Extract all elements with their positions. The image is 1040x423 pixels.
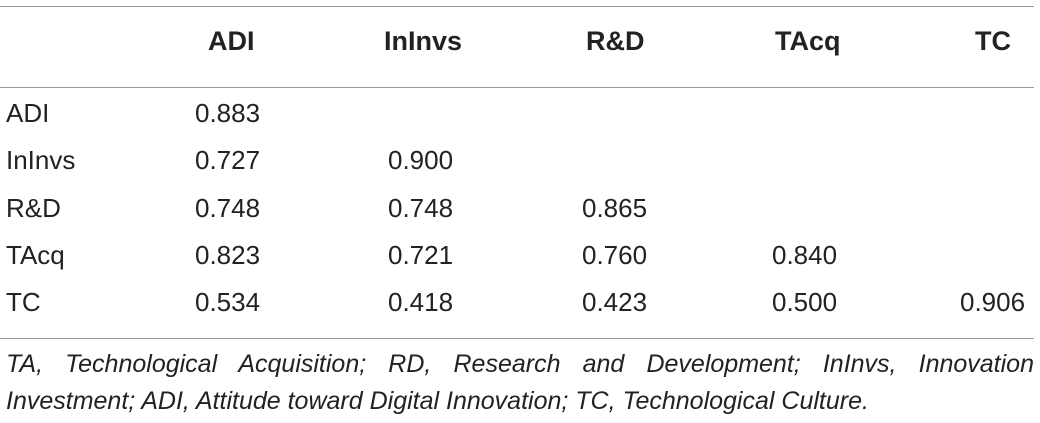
table-cell: 0.423 — [582, 287, 648, 317]
column-header-ininvs: InInvs — [384, 26, 463, 56]
table-top-rule — [0, 6, 1034, 7]
row-label-tacq: TAcq — [6, 240, 65, 270]
table-cell: 0.823 — [195, 240, 261, 270]
table-cell: 0.840 — [772, 240, 838, 270]
table-cell: 0.534 — [195, 287, 261, 317]
row-label-rd: R&D — [6, 193, 61, 223]
table-cell: 0.760 — [582, 240, 648, 270]
column-header-adi: ADI — [208, 26, 255, 56]
column-header-tacq: TAcq — [775, 26, 841, 56]
row-label-tc: TC — [6, 287, 41, 317]
table-cell: 0.727 — [195, 145, 261, 175]
table-cell: 0.883 — [195, 98, 261, 128]
column-header-tc: TC — [975, 26, 1011, 56]
table-cell: 0.748 — [195, 193, 261, 223]
table-cell: 0.418 — [388, 287, 454, 317]
table-cell: 0.721 — [388, 240, 454, 270]
table-cell: 0.865 — [582, 193, 648, 223]
table-cell: 0.906 — [960, 287, 1026, 317]
table-cell: 0.900 — [388, 145, 454, 175]
table-footnote: TA, Technological Acquisition; RD, Resea… — [6, 350, 1034, 415]
table-cell: 0.748 — [388, 193, 454, 223]
table-cell: 0.500 — [772, 287, 838, 317]
row-label-adi: ADI — [6, 98, 50, 128]
row-label-ininvs: InInvs — [6, 145, 76, 175]
column-header-rd: R&D — [586, 26, 645, 56]
table-bottom-rule — [0, 338, 1034, 339]
table-header-rule — [0, 87, 1034, 88]
